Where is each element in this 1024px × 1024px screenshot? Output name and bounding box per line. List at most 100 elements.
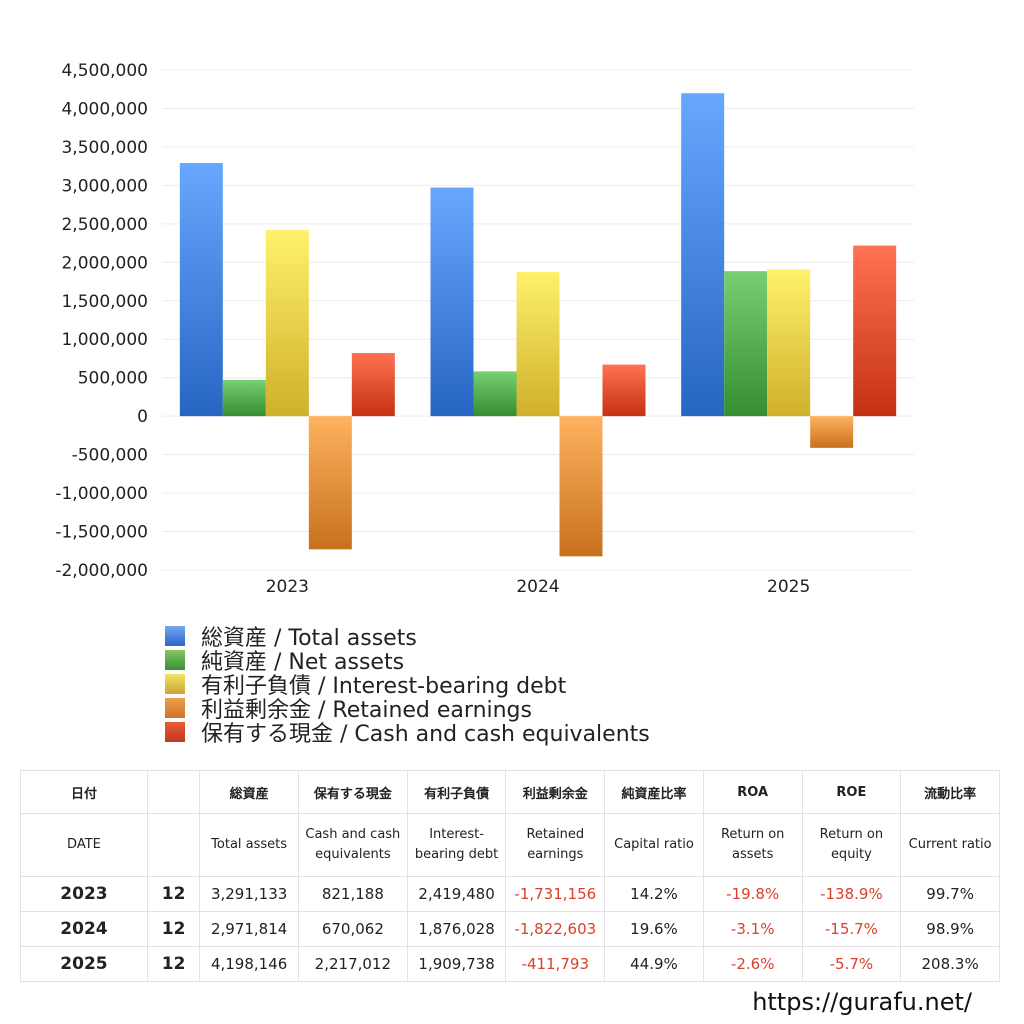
legend-item-net-assets: 純資産 / Net assets bbox=[165, 648, 650, 675]
bar-chart: 4,500,000 4,000,000 3,500,000 3,000,000 2,50… bbox=[55, 61, 914, 597]
bars bbox=[179, 93, 897, 557]
legend-item-retained-earnings: 利益剰余金 / Retained earnings bbox=[165, 696, 650, 723]
cell-total-assets: 3,291,133 bbox=[199, 876, 299, 912]
cell-retained: -1,822,603 bbox=[505, 911, 606, 947]
cell-debt: 2,419,480 bbox=[406, 876, 507, 912]
cell-total-assets: 2,971,814 bbox=[199, 911, 299, 947]
cell-total-assets: 4,198,146 bbox=[199, 946, 299, 982]
cell-year: 2025 bbox=[20, 946, 148, 982]
y-tick-label: 1,000,000 bbox=[61, 330, 148, 350]
col-header-month-en bbox=[146, 813, 201, 877]
legend-swatch bbox=[165, 722, 185, 742]
table-header-en: DATE Total assets Cash and cash equivale… bbox=[20, 813, 1000, 877]
y-axis-ticks: 4,500,000 4,000,000 3,500,000 3,000,000 2,50… bbox=[55, 61, 148, 581]
financial-table: 日付 総資産 保有する現金 有利子負債 利益剰余金 純資産比率 ROA ROE … bbox=[20, 770, 1000, 982]
cell-month: 12 bbox=[146, 911, 201, 947]
legend: 総資産 / Total assets 純資産 / Net assets 有利子負… bbox=[165, 624, 650, 747]
y-tick-label: 4,500,000 bbox=[61, 61, 148, 81]
legend-item-interest-bearing-debt: 有利子負債 / Interest-bearing debt bbox=[165, 672, 650, 699]
bar-2024-series-1 bbox=[473, 371, 517, 417]
cell-current-ratio: 208.3% bbox=[900, 946, 1000, 982]
legend-label: 保有する現金 / Cash and cash equivalents bbox=[201, 722, 650, 747]
bar-2023-series-4 bbox=[351, 352, 395, 417]
cell-roa: -2.6% bbox=[702, 946, 803, 982]
y-tick-label: 3,000,000 bbox=[61, 176, 148, 196]
col-header-debt-en: Interest-bearing debt bbox=[406, 813, 507, 877]
bar-2024-series-3 bbox=[559, 416, 603, 557]
y-tick-label: 2,500,000 bbox=[61, 215, 148, 235]
x-axis-ticks: 2023 2024 2025 bbox=[266, 577, 811, 597]
y-tick-label: 1,500,000 bbox=[61, 292, 148, 312]
bar-2023-series-3 bbox=[308, 416, 352, 550]
bar-2023-series-2 bbox=[265, 230, 309, 417]
bar-2024-series-4 bbox=[602, 364, 646, 417]
legend-label: 有利子負債 / Interest-bearing debt bbox=[201, 674, 567, 699]
table-header-ja: 日付 総資産 保有する現金 有利子負債 利益剰余金 純資産比率 ROA ROE … bbox=[20, 770, 1000, 814]
cell-capital-ratio: 19.6% bbox=[604, 911, 704, 947]
col-header-date-en: DATE bbox=[20, 813, 148, 877]
y-tick-label: -1,500,000 bbox=[55, 523, 148, 543]
bar-2024-series-2 bbox=[516, 271, 560, 417]
col-header-roa: ROA bbox=[702, 770, 803, 814]
y-tick-label: 3,500,000 bbox=[61, 138, 148, 158]
cell-roa: -19.8% bbox=[702, 876, 803, 912]
col-header-total-assets: 総資産 bbox=[199, 770, 299, 814]
bar-2025-series-4 bbox=[853, 245, 897, 417]
bar-2023-series-0 bbox=[179, 162, 223, 417]
cell-current-ratio: 98.9% bbox=[900, 911, 1000, 947]
legend-swatch bbox=[165, 650, 185, 670]
col-header-cash: 保有する現金 bbox=[297, 770, 408, 814]
legend-label: 純資産 / Net assets bbox=[201, 650, 405, 675]
legend-swatch bbox=[165, 698, 185, 718]
col-header-capital-ratio: 純資産比率 bbox=[604, 770, 704, 814]
cell-year: 2024 bbox=[20, 911, 148, 947]
cell-month: 12 bbox=[146, 946, 201, 982]
table-row: 2025 12 4,198,146 2,217,012 1,909,738 -4… bbox=[20, 946, 1000, 982]
bar-2023-series-1 bbox=[222, 380, 266, 417]
col-header-current-ratio-en: Current ratio bbox=[900, 813, 1000, 877]
cell-month: 12 bbox=[146, 876, 201, 912]
y-tick-label: 500,000 bbox=[78, 369, 148, 389]
cell-debt: 1,876,028 bbox=[406, 911, 507, 947]
cell-capital-ratio: 14.2% bbox=[604, 876, 704, 912]
bar-2025-series-0 bbox=[681, 93, 725, 417]
cell-year: 2023 bbox=[20, 876, 148, 912]
col-header-roe: ROE bbox=[801, 770, 902, 814]
cell-debt: 1,909,738 bbox=[406, 946, 507, 982]
table-row: 2024 12 2,971,814 670,062 1,876,028 -1,8… bbox=[20, 911, 1000, 947]
y-tick-label: -1,000,000 bbox=[55, 484, 148, 504]
legend-swatch bbox=[165, 674, 185, 694]
col-header-date: 日付 bbox=[20, 770, 148, 814]
table-row: 2023 12 3,291,133 821,188 2,419,480 -1,7… bbox=[20, 876, 1000, 912]
col-header-roe-en: Return on equity bbox=[801, 813, 902, 877]
cell-capital-ratio: 44.9% bbox=[604, 946, 704, 982]
col-header-capital-ratio-en: Capital ratio bbox=[604, 813, 704, 877]
bar-2025-series-2 bbox=[767, 269, 811, 417]
cell-retained: -411,793 bbox=[505, 946, 606, 982]
col-header-cash-en: Cash and cash equivalents bbox=[297, 813, 408, 877]
legend-label: 利益剰余金 / Retained earnings bbox=[201, 698, 532, 723]
x-tick-label: 2023 bbox=[266, 577, 309, 597]
cell-cash: 670,062 bbox=[297, 911, 408, 947]
bar-2024-series-0 bbox=[430, 187, 474, 417]
col-header-roa-en: Return on assets bbox=[702, 813, 803, 877]
site-url-watermark: https://gurafu.net/ bbox=[752, 988, 972, 1016]
cell-current-ratio: 99.7% bbox=[900, 876, 1000, 912]
col-header-current-ratio: 流動比率 bbox=[900, 770, 1000, 814]
col-header-debt: 有利子負債 bbox=[406, 770, 507, 814]
bar-2025-series-1 bbox=[724, 271, 768, 417]
col-header-month bbox=[146, 770, 201, 814]
x-tick-label: 2025 bbox=[767, 577, 810, 597]
y-tick-label: -2,000,000 bbox=[55, 561, 148, 581]
col-header-total-assets-en: Total assets bbox=[199, 813, 299, 877]
legend-item-total-assets: 総資産 / Total assets bbox=[165, 624, 650, 651]
cell-cash: 2,217,012 bbox=[297, 946, 408, 982]
y-tick-label: 0 bbox=[137, 407, 148, 427]
cell-roe: -15.7% bbox=[801, 911, 902, 947]
cell-cash: 821,188 bbox=[297, 876, 408, 912]
cell-roe: -5.7% bbox=[801, 946, 902, 982]
legend-swatch bbox=[165, 626, 185, 646]
cell-retained: -1,731,156 bbox=[505, 876, 606, 912]
bar-2025-series-3 bbox=[810, 416, 854, 448]
y-tick-label: 2,000,000 bbox=[61, 253, 148, 273]
